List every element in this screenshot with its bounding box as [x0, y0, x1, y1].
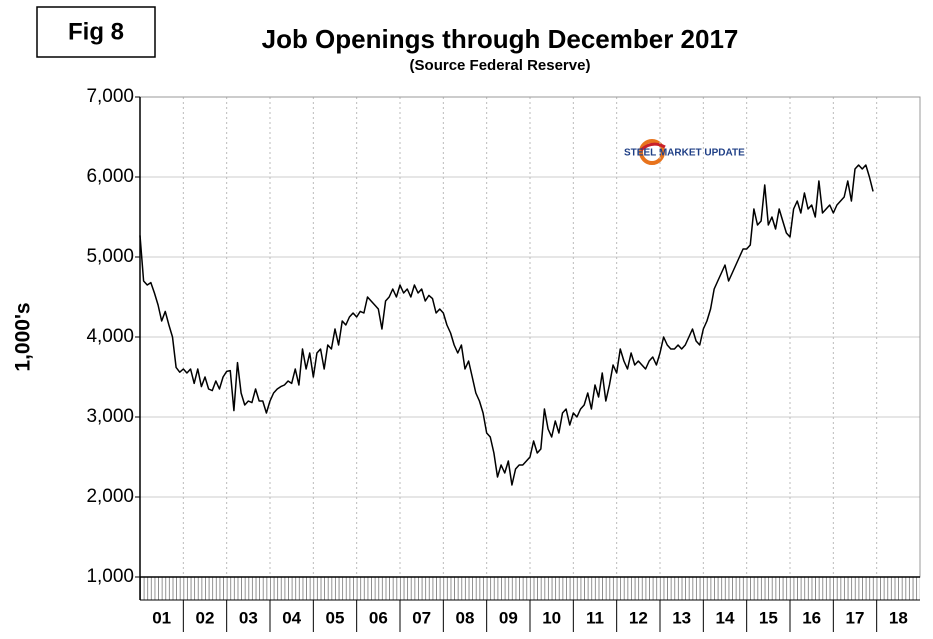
y-tick-label: 3,000 — [86, 406, 134, 427]
minor-ticks — [140, 577, 920, 600]
chart-title: Job Openings through December 2017 — [262, 24, 739, 54]
y-tick-label: 6,000 — [86, 166, 134, 187]
x-tick-label: 10 — [542, 608, 561, 627]
x-tick-label: 06 — [369, 608, 388, 627]
data-line — [139, 164, 874, 486]
x-tick-label: 17 — [846, 608, 865, 627]
x-tick-label: 13 — [672, 608, 691, 627]
x-tick-label: 14 — [716, 608, 735, 627]
y-tick-label: 5,000 — [86, 246, 134, 267]
x-tick-label: 18 — [889, 608, 908, 627]
x-tick-label: 04 — [282, 608, 301, 627]
y-tick-label: 1,000 — [86, 566, 134, 587]
x-tick-label: 05 — [326, 608, 345, 627]
x-tick-label: 08 — [456, 608, 475, 627]
y-tick-label: 7,000 — [86, 86, 134, 107]
x-tick-label: 12 — [629, 608, 648, 627]
chart-subtitle: (Source Federal Reserve) — [410, 57, 591, 74]
x-tick-label: 09 — [499, 608, 518, 627]
y-tick-label: 4,000 — [86, 326, 134, 347]
logo-mark — [639, 139, 665, 165]
x-tick-label: 07 — [412, 608, 431, 627]
logo: STEEL MARKET UPDATE — [624, 139, 745, 165]
x-tick-label: 11 — [586, 608, 604, 627]
fig-label: Fig 8 — [68, 18, 124, 45]
logo-text: STEEL MARKET UPDATE — [624, 148, 745, 159]
fig-box — [36, 6, 156, 58]
x-tick-label: 15 — [759, 608, 778, 627]
x-tick-label: 01 — [152, 608, 171, 627]
x-tick-label: 16 — [802, 608, 821, 627]
x-tick-label: 03 — [239, 608, 258, 627]
x-tick-label: 02 — [196, 608, 215, 627]
y-axis-label: 1,000's — [12, 302, 35, 371]
logo-swoosh — [639, 142, 666, 152]
y-tick-label: 2,000 — [86, 486, 134, 507]
